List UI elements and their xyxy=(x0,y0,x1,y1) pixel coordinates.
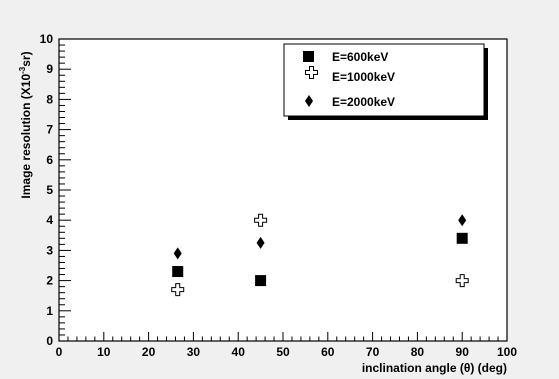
data-point-square xyxy=(172,266,184,278)
y-tick-label: 6 xyxy=(46,153,53,167)
x-tick-label: 100 xyxy=(497,345,517,359)
legend-item-e1000: E=1000keV xyxy=(305,66,395,84)
axes-layer: 0 10 20 30 40 50 60 70 80 90 100 0 1 2 3 4 5 6 7 8 9 10 xyxy=(40,32,518,359)
x-tick-label: 70 xyxy=(366,345,380,359)
legend-item-e600: E=600keV xyxy=(303,50,388,64)
x-tick-label: 80 xyxy=(411,345,425,359)
x-tick-label: 30 xyxy=(187,345,201,359)
x-tick-label: 40 xyxy=(232,345,246,359)
x-tick-label: 50 xyxy=(276,345,290,359)
x-axis-label: inclination angle (θ) (deg) xyxy=(362,361,507,375)
data-points-layer xyxy=(171,213,469,297)
legend-label-e1000: E=1000keV xyxy=(332,70,395,84)
data-point-cross xyxy=(254,213,268,227)
y-tick-label: 0 xyxy=(46,334,53,348)
data-point-cross xyxy=(455,274,469,288)
legend-box xyxy=(283,43,485,117)
legend: E=600keV E=1000keV E=2000keV xyxy=(283,43,488,120)
y-axis-label-unit: sr) xyxy=(19,51,33,66)
open-cross-marker xyxy=(305,66,318,79)
y-tick-label: 2 xyxy=(46,274,53,288)
y-tick-label: 10 xyxy=(40,32,54,46)
data-point-diamond xyxy=(256,236,265,249)
data-point-diamond xyxy=(173,247,182,260)
x-tick-label: 0 xyxy=(56,345,63,359)
x-tick-label: 60 xyxy=(321,345,335,359)
y-tick-label: 7 xyxy=(46,123,53,137)
y-tick-label: 5 xyxy=(46,183,53,197)
legend-label-e600: E=600keV xyxy=(332,50,388,64)
y-tick-label: 4 xyxy=(46,213,53,227)
legend-label-e2000: E=2000keV xyxy=(332,95,395,109)
y-axis-label-main: Image resolution (X10 xyxy=(19,74,33,199)
data-point-diamond xyxy=(458,214,467,227)
filled-square-marker xyxy=(303,51,314,62)
x-tick-label: 10 xyxy=(97,345,111,359)
y-tick-label: 8 xyxy=(46,92,53,106)
filled-diamond-marker xyxy=(305,95,313,107)
legend-item-e2000: E=2000keV xyxy=(305,95,395,109)
x-tick-label: 90 xyxy=(456,345,470,359)
y-tick-label: 9 xyxy=(46,62,53,76)
x-tick-label: 20 xyxy=(142,345,156,359)
y-tick-label: 3 xyxy=(46,243,53,257)
data-point-square xyxy=(255,275,267,287)
y-axis-label-exponent: -3 xyxy=(18,66,27,74)
y-axis-label: Image resolution (X10-3sr) xyxy=(18,51,33,198)
data-point-cross xyxy=(171,283,185,297)
data-point-square xyxy=(456,232,468,244)
y-tick-label: 1 xyxy=(46,304,53,318)
